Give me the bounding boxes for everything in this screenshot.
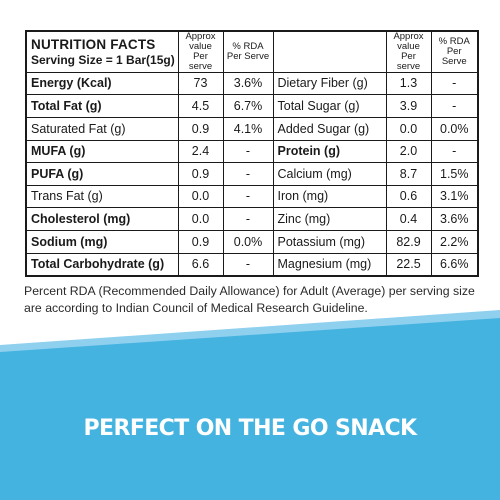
nutrient-rda: - [222, 162, 274, 186]
nutrient-rda: - [430, 94, 479, 119]
header-approx-value: Approx value Per serve [385, 30, 432, 73]
nutrient-rda: 0.0% [222, 230, 274, 254]
nutrient-name: Potassium (mg) [272, 230, 387, 254]
nutrient-rda: 3.6% [222, 71, 274, 96]
nutrient-rda: 3.6% [430, 207, 479, 232]
nutrient-rda: 6.7% [222, 94, 274, 119]
nutrient-value: 22.5 [385, 252, 432, 277]
header-blank-cell [272, 30, 387, 73]
nutrient-rda: 3.1% [430, 184, 479, 209]
nutrient-rda: - [222, 207, 274, 232]
nutrient-name: Total Sugar (g) [272, 94, 387, 119]
banner-light-stripe [0, 310, 500, 368]
nutrient-name: Protein (g) [272, 139, 387, 164]
table-row: Cholesterol (mg) 0.0- Zinc (mg) 0.4 3.6% [25, 207, 479, 232]
nutrient-name: Energy (Kcal) [25, 71, 179, 96]
table-row: Trans Fat (g) 0.0- Iron (mg) 0.6 3.1% [25, 184, 479, 209]
nutrient-rda: 2.2% [430, 230, 479, 254]
nutrient-value: 73 [177, 71, 224, 96]
rda-footnote: Percent RDA (Recommended Daily Allowance… [24, 284, 475, 315]
nutrient-rda: - [430, 71, 479, 96]
nutrient-value: 2.0 [385, 139, 432, 164]
nutrient-name: MUFA (g) [25, 139, 179, 164]
nutrient-name: Iron (mg) [272, 184, 387, 209]
nutrient-value: 0.4 [385, 207, 432, 232]
nutrient-rda: 0.0% [430, 117, 479, 141]
table-row: Total Carbohydrate (g) 6.6- Magnesium (mg)… [25, 252, 479, 277]
table-row: MUFA (g) 2.4- Protein (g) 2.0- [25, 139, 479, 164]
serving-size: Serving Size = 1 Bar(15g) [31, 52, 175, 67]
nutrient-value: 0.9 [177, 117, 224, 141]
nutrient-name: Cholesterol (mg) [25, 207, 179, 232]
nutrient-value: 8.7 [385, 162, 432, 186]
nutrient-name: Added Sugar (g) [272, 117, 387, 141]
table-row: Energy (Kcal) 73 3.6% Dietary Fiber (g) 1.3- [25, 71, 479, 96]
header-approx-value: Approx value Per serve [177, 30, 224, 73]
banner-tagline: PERFECT ON THE GO SNACK [83, 416, 418, 441]
table-row: Total Fat (g) 4.5 6.7% Total Sugar (g) 3.9- [25, 94, 479, 119]
nutrient-name: Zinc (mg) [272, 207, 387, 232]
nutrient-value: 3.9 [385, 94, 432, 119]
nutrient-rda: 4.1% [222, 117, 274, 141]
table-title: NUTRITION FACTS [31, 37, 156, 53]
header-rda: % RDA Per Serve [222, 30, 274, 73]
nutrient-value: 0.0 [385, 117, 432, 141]
nutrient-value: 4.5 [177, 94, 224, 119]
nutrient-value: 0.0 [177, 184, 224, 209]
nutrient-value: 0.9 [177, 230, 224, 254]
table-row: Sodium (mg) 0.9 0.0% Potassium (mg) 82.9 2.2% [25, 230, 479, 254]
nutrient-name: PUFA (g) [25, 162, 179, 186]
nutrient-value: 1.3 [385, 71, 432, 96]
nutrient-rda: - [430, 139, 479, 164]
table-title-cell: NUTRITION FACTS Serving Size = 1 Bar(15g… [25, 30, 179, 73]
table-row: Saturated Fat (g) 0.9 4.1% Added Sugar (g) 0… [25, 117, 479, 141]
nutrient-name: Calcium (mg) [272, 162, 387, 186]
nutrient-name: Total Fat (g) [25, 94, 179, 119]
nutrient-value: 6.6 [177, 252, 224, 277]
nutrient-rda: - [222, 139, 274, 164]
nutrient-name: Trans Fat (g) [25, 184, 179, 209]
nutrient-rda: - [222, 252, 274, 277]
nutrition-facts-table: NUTRITION FACTS Serving Size = 1 Bar(15g… [25, 30, 479, 277]
nutrient-name: Magnesium (mg) [272, 252, 387, 277]
nutrient-rda: 1.5% [430, 162, 479, 186]
nutrient-value: 0.0 [177, 207, 224, 232]
table-header-row: NUTRITION FACTS Serving Size = 1 Bar(15g… [25, 30, 479, 73]
nutrient-name: Sodium (mg) [25, 230, 179, 254]
banner-main-band [0, 318, 500, 500]
nutrient-name: Total Carbohydrate (g) [25, 252, 179, 277]
header-rda: % RDA Per Serve [430, 30, 479, 73]
nutrient-rda: 6.6% [430, 252, 479, 277]
nutrient-name: Dietary Fiber (g) [272, 71, 387, 96]
nutrient-value: 0.6 [385, 184, 432, 209]
table-row: PUFA (g) 0.9- Calcium (mg) 8.7 1.5% [25, 162, 479, 186]
nutrient-value: 2.4 [177, 139, 224, 164]
nutrient-rda: - [222, 184, 274, 209]
nutrient-value: 82.9 [385, 230, 432, 254]
nutrient-value: 0.9 [177, 162, 224, 186]
nutrient-name: Saturated Fat (g) [25, 117, 179, 141]
